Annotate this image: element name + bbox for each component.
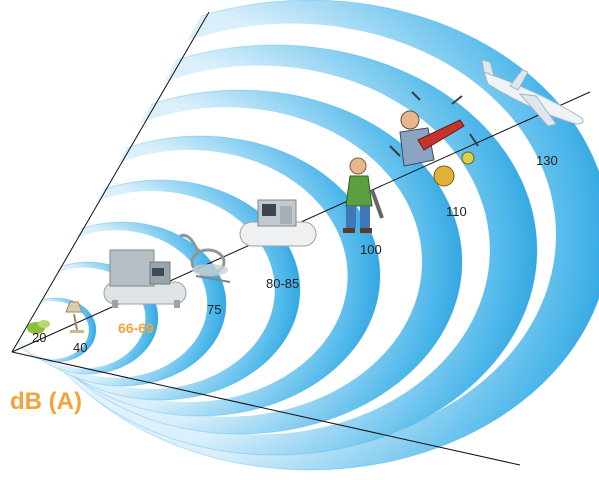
level-label-66-69: 66-69 — [118, 320, 154, 336]
vacuum-cleaner-icon — [179, 233, 231, 283]
level-label-40: 40 — [73, 340, 87, 355]
level-label-100: 100 — [360, 242, 382, 257]
level-label-75: 75 — [207, 302, 221, 317]
level-label-20: 20 — [32, 330, 46, 345]
leaf-icon — [27, 320, 50, 334]
cone-upper-edge — [11, 11, 210, 353]
level-label-80-85: 80-85 — [266, 276, 299, 291]
wave-gap-7 — [18, 301, 89, 359]
level-label-130: 130 — [536, 153, 558, 168]
airplane-icon — [481, 59, 584, 127]
level-label-110: 110 — [446, 204, 467, 219]
cone-lower-edge — [11, 351, 521, 466]
tank-compressor-icon — [239, 199, 317, 247]
jackhammer-worker-icon — [343, 157, 384, 233]
unit-label: dB (A) — [10, 388, 82, 415]
rock-band-icon — [389, 91, 479, 187]
desk-lamp-icon — [65, 301, 84, 333]
cabinet-compressor-icon — [103, 249, 187, 308]
